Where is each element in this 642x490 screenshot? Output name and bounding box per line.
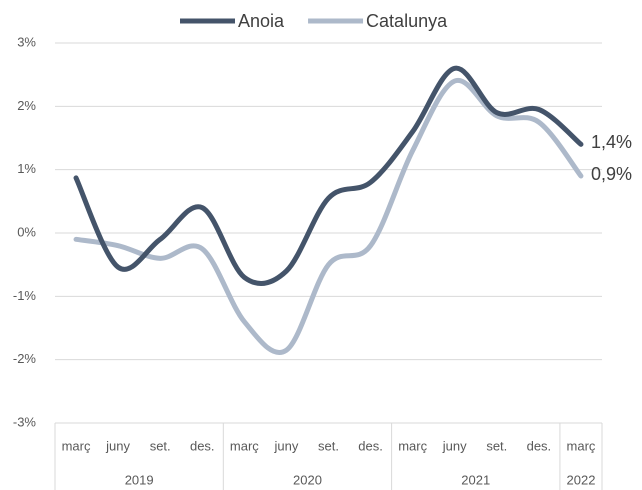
series-line xyxy=(73,65,584,286)
y-tick-label: 3% xyxy=(17,34,36,49)
x-tick-label: març xyxy=(230,438,259,453)
x-group-label: 2019 xyxy=(125,472,154,487)
x-tick-label: des. xyxy=(527,438,552,453)
x-tick-label: març xyxy=(62,438,91,453)
x-tick-label: març xyxy=(398,438,427,453)
y-tick-label: 1% xyxy=(17,161,36,176)
x-tick-label: set. xyxy=(318,438,339,453)
legend-label: Catalunya xyxy=(366,11,448,31)
x-group-label: 2022 xyxy=(567,472,596,487)
y-tick-label: 2% xyxy=(17,98,36,113)
data-label: 0,9% xyxy=(591,164,632,184)
x-tick-label: març xyxy=(567,438,596,453)
data-label: 1,4% xyxy=(591,132,632,152)
x-group-label: 2021 xyxy=(461,472,490,487)
series-line xyxy=(73,77,584,355)
legend-label: Anoia xyxy=(238,11,285,31)
x-tick-label: des. xyxy=(358,438,383,453)
x-tick-label: juny xyxy=(273,438,298,453)
x-tick-label: set. xyxy=(486,438,507,453)
x-tick-label: juny xyxy=(442,438,467,453)
y-tick-label: -1% xyxy=(13,288,37,303)
x-tick-label: juny xyxy=(105,438,130,453)
x-tick-label: des. xyxy=(190,438,215,453)
x-group-label: 2020 xyxy=(293,472,322,487)
y-tick-label: 0% xyxy=(17,224,36,239)
y-tick-label: -2% xyxy=(13,351,37,366)
y-tick-label: -3% xyxy=(13,414,37,429)
x-tick-label: set. xyxy=(150,438,171,453)
